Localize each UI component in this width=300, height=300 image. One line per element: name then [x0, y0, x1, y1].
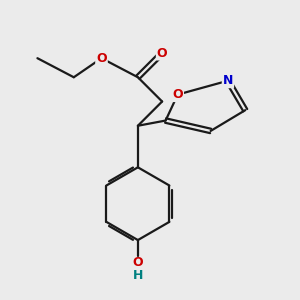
Text: O: O [96, 52, 107, 65]
Text: N: N [223, 74, 233, 87]
Text: O: O [172, 88, 183, 101]
Text: O: O [133, 256, 143, 269]
Text: H: H [133, 269, 143, 282]
Text: O: O [157, 46, 167, 59]
